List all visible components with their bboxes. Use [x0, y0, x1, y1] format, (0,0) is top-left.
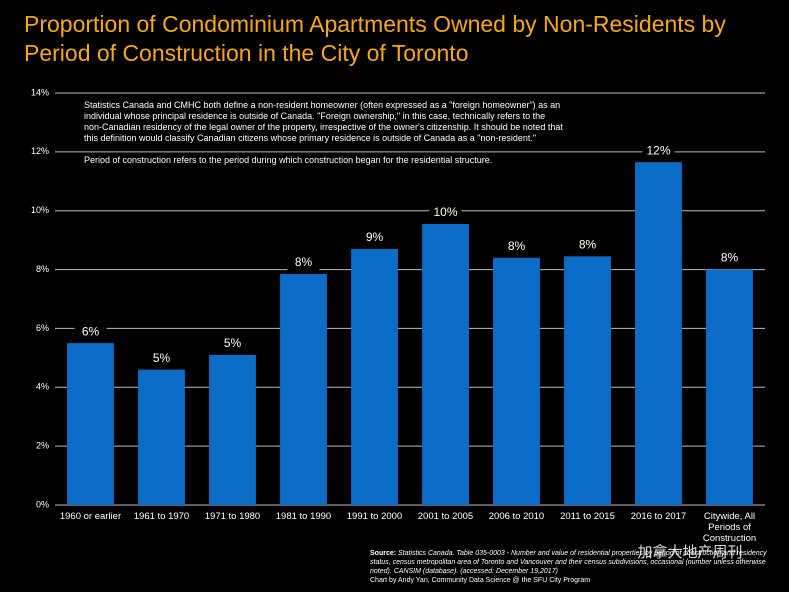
source-label: Source: [370, 550, 397, 557]
value-label: 8% [579, 238, 597, 252]
x-tick-label: Citywide, All Periods of Construction [702, 511, 757, 544]
x-tick-label: 2001 to 2005 [417, 511, 474, 522]
value-label: 6% [82, 324, 100, 338]
note: Period of construction refers to the per… [84, 155, 493, 165]
bar [635, 162, 682, 505]
bar [138, 369, 185, 505]
y-tick-label: 0% [36, 499, 49, 509]
x-tick-label: 1960 or earlier [59, 511, 122, 522]
title-box: Proportion of Condominium Apartments Own… [24, 11, 726, 66]
watermark: 加拿大地产周刊 [637, 543, 742, 561]
x-tick-label: 2016 to 2017 [630, 511, 687, 522]
chart-title: Proportion of Condominium Apartments Own… [24, 11, 726, 66]
value-label: 8% [508, 239, 526, 253]
x-tick-box: 1991 to 2000 [346, 511, 403, 522]
value-label-bg [287, 254, 320, 271]
bar [706, 269, 753, 505]
value-label-bg [642, 143, 675, 160]
x-tick-box: Citywide, All Periods of Construction [702, 511, 757, 544]
notes-box: Statistics Canada and CMHC both define a… [84, 100, 563, 165]
bar [280, 273, 327, 505]
value-label-bg [571, 237, 604, 254]
x-tick-box: 1971 to 1980 [204, 511, 261, 522]
bar [67, 343, 114, 505]
value-label-bg [713, 250, 746, 267]
value-label-bg [74, 324, 107, 341]
value-label-bg [145, 350, 178, 367]
y-tick-label: 2% [36, 441, 49, 451]
bar [493, 257, 540, 505]
x-tick-box: 2016 to 2017 [630, 511, 687, 522]
value-label-bg [358, 229, 391, 246]
y-tick-label: 4% [36, 382, 49, 392]
source-box: Source: Statistics Canada. Table 035-000… [370, 550, 767, 584]
value-label: 10% [433, 205, 457, 219]
value-label: 9% [366, 230, 384, 244]
bar [351, 248, 398, 505]
value-label-bg [429, 204, 462, 221]
value-label: 12% [646, 143, 670, 157]
y-tick-label: 10% [31, 205, 49, 215]
x-tick-label: 2006 to 2010 [488, 511, 545, 522]
x-tick-box: 1960 or earlier [59, 511, 122, 522]
x-tick-box: 1961 to 1970 [133, 511, 190, 522]
value-label-bg [500, 238, 533, 255]
x-tick-label: 1971 to 1980 [204, 511, 261, 522]
x-tick-box: 2006 to 2010 [488, 511, 545, 522]
x-tick-box: 1981 to 1990 [275, 511, 332, 522]
x-tick-box: 2011 to 2015 [560, 511, 615, 522]
credit: Chart by Andy Yan, Community Data Scienc… [370, 577, 591, 584]
value-label: 5% [153, 351, 171, 365]
x-tick-label: 2011 to 2015 [560, 511, 615, 522]
value-label: 8% [295, 255, 313, 269]
y-tick-label: 12% [31, 146, 49, 156]
bar [422, 223, 469, 505]
bar [209, 354, 256, 505]
y-tick-label: 6% [36, 323, 49, 333]
y-tick-label: 8% [36, 264, 49, 274]
value-label: 8% [721, 251, 739, 265]
x-tick-label: 1961 to 1970 [133, 511, 190, 522]
x-tick-box: 2001 to 2005 [417, 511, 474, 522]
value-label: 5% [224, 336, 242, 350]
source-text: Statistics Canada. Table 035-0003 - Numb… [370, 550, 767, 575]
value-label-bg [216, 335, 249, 352]
y-tick-label: 14% [31, 87, 49, 97]
x-tick-label: 1981 to 1990 [275, 511, 332, 522]
note: Statistics Canada and CMHC both define a… [84, 100, 563, 143]
bar [564, 256, 611, 505]
x-tick-label: 1991 to 2000 [346, 511, 403, 522]
